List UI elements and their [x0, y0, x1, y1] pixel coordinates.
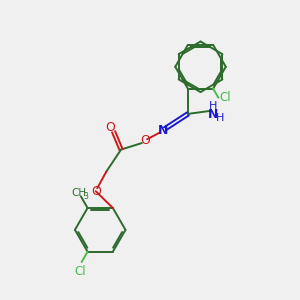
Text: Cl: Cl: [220, 91, 232, 104]
Text: O: O: [105, 121, 115, 134]
Text: CH: CH: [71, 188, 86, 198]
Text: O: O: [140, 134, 150, 147]
Text: O: O: [91, 185, 101, 198]
Text: N: N: [208, 108, 218, 121]
Text: N: N: [158, 124, 168, 137]
Text: Cl: Cl: [74, 265, 86, 278]
Text: 3: 3: [84, 192, 89, 201]
Text: H: H: [215, 113, 224, 123]
Text: H: H: [209, 101, 217, 112]
